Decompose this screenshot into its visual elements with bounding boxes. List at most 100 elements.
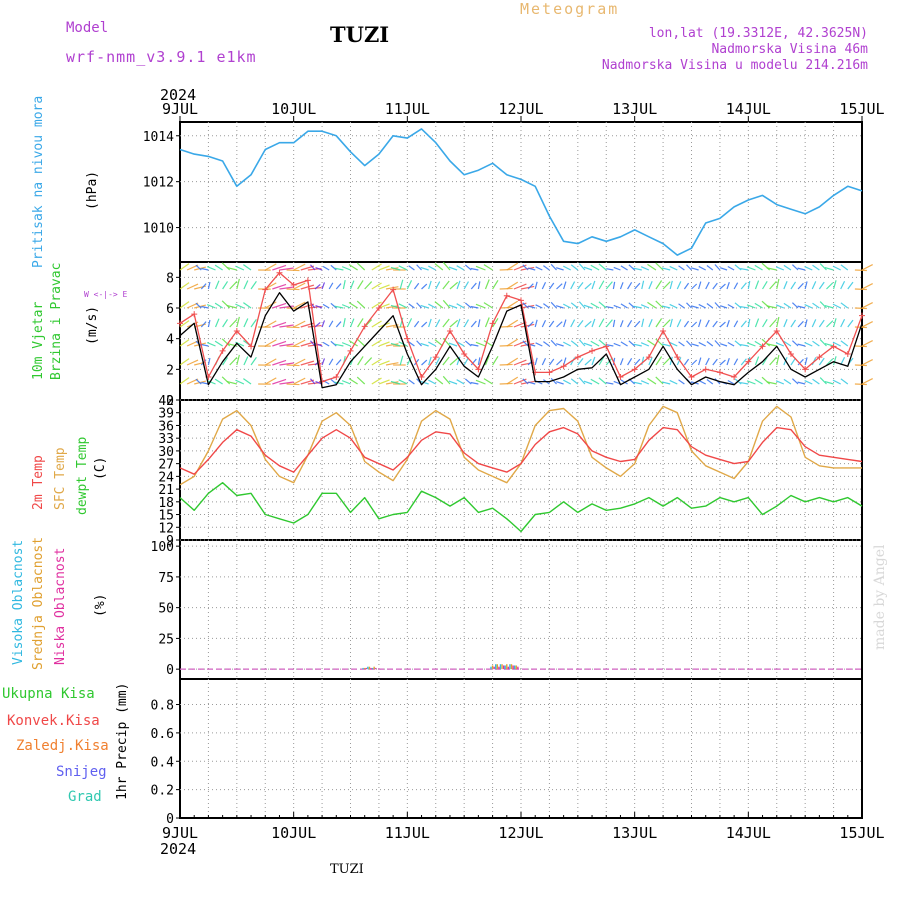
wind-arrow [804,319,808,328]
wind-arrow [766,305,777,309]
wind-arrow [661,267,671,271]
wind-arrow [832,265,841,271]
wind-gust-marker [475,366,482,373]
wind-arrow [712,320,718,328]
wind-arrow [775,304,785,309]
wind-arrow [598,377,607,385]
wind-arrow [583,304,593,309]
wind-arrow [655,262,664,271]
wind-arrow [634,320,641,328]
wind-arrow [824,342,834,347]
wind-arrow [555,305,564,309]
wind-gust-marker [489,320,496,327]
wind-arrow [861,340,873,347]
wind-arrow [330,340,337,347]
y-tick-label: 15 [158,509,174,524]
wind-speed-line [179,292,863,389]
wind-arrow [342,318,346,328]
x-tick-label-top: 15JUL [839,100,884,118]
wind-arrow [678,265,685,271]
wind-arrow [591,318,596,328]
wind-arrow [761,376,771,385]
wind-arrow [293,377,306,385]
wind-gust-marker [731,374,738,380]
wind-arrow [861,283,873,290]
wind-arrow [506,376,519,385]
wind-arrow [746,380,756,385]
wind-arrow [706,378,714,385]
wind-arrow [364,281,373,290]
x-tick-label-bottom: 11JUL [385,824,430,842]
wind-arrow [613,266,621,271]
wind-arrow [435,281,441,290]
wind-arrow [669,303,678,309]
wind-gust-marker [745,358,752,365]
wind-arrow [448,342,458,347]
wind-arrow [206,266,216,271]
wind-arrow [613,304,621,309]
wind-arrow [442,375,451,385]
wind-arrow [477,357,481,366]
wind-arrow [818,357,825,366]
wind-arrow [563,281,567,290]
wind-arrow [535,304,543,309]
wind-arrow [279,324,294,328]
wind-arrow [655,376,664,385]
wind-arrow [264,263,277,271]
wind-arrow [378,341,390,347]
y-tick-label: 0 [166,663,174,678]
wind-arrow [535,266,543,271]
wind-arrow [613,342,621,347]
wind-arrow [761,262,771,271]
wind-arrow [714,302,721,309]
wind-arrow [186,359,199,366]
wind-arrow [783,340,792,347]
wind-arrow [371,320,382,328]
wind-arrow [236,316,240,328]
wind-arrow [706,264,714,271]
wind-arrow [691,283,698,290]
wind-barb-field [179,261,873,386]
wind-arrow [506,281,519,290]
wind-arrow [179,320,190,328]
wind-arrow [698,303,706,309]
wind-arrow [470,343,479,347]
wind-arrow [619,320,624,328]
cloud-bar [501,664,503,670]
y-tick-label: 0.2 [151,784,174,799]
wind-arrow [628,264,636,271]
wind-arrow [861,321,873,328]
wind-arrow [840,264,849,271]
wind-arrow [348,378,358,385]
wind-arrow [235,379,245,385]
wind-arrow [349,318,355,328]
cloud-unit-label: (%) [93,594,108,617]
wind-arrow [590,264,600,271]
wind-arrow [321,320,326,328]
wind-arrow [826,358,834,366]
wind-arrow [408,303,415,309]
wind-arrow [783,281,788,290]
wind-arrow [520,323,535,328]
wind-arrow [740,305,749,309]
wind-arrow [548,358,555,366]
wind-arrow [428,303,437,309]
wind-arrow [279,343,294,347]
wind-arrow [522,264,529,271]
wind-arrow [854,288,867,291]
wind-arrow [766,267,777,271]
wind-arrow [776,316,780,328]
wind-arrow [463,319,470,328]
wind-arrow [442,299,451,309]
meteogram-title: Meteogram [520,0,620,18]
wind-arrow [330,378,337,385]
wind-arrow [272,321,287,328]
wind-arrow [222,357,229,366]
wind-arrow [541,282,547,290]
wind-arrow [279,305,294,309]
year-label-bottom: 2024 [160,840,196,858]
x-tick-label-top: 13JUL [612,100,657,118]
precip-total-label: Ukupna Kisa [2,686,95,702]
grid-lines [180,122,862,819]
wind-arrow [791,302,799,309]
